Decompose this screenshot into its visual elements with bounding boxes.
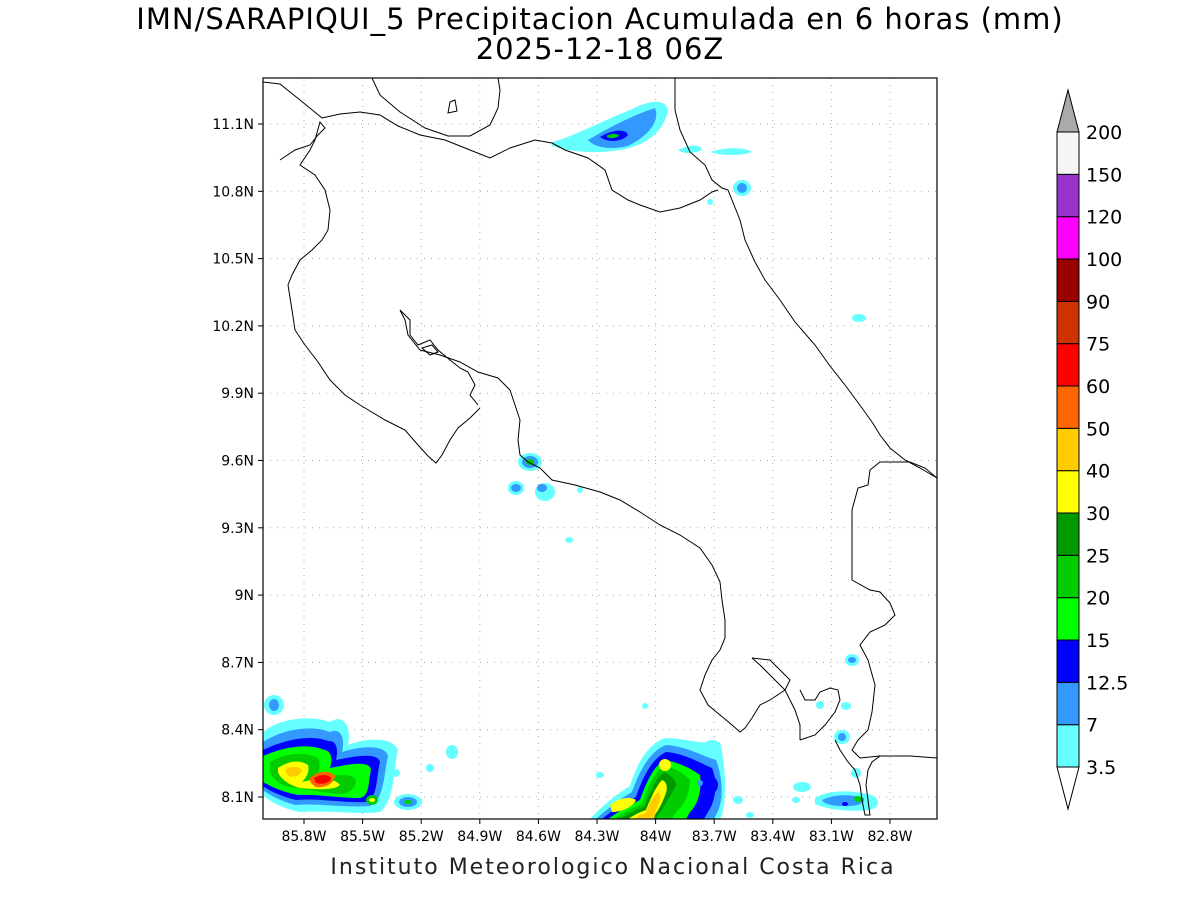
colorbar-swatch	[1056, 173, 1080, 218]
lake-nicaragua-coast	[371, 78, 501, 137]
colorbar-swatch	[1056, 258, 1080, 302]
footer-credit: Instituto Meteorologico Nacional Costa R…	[330, 855, 896, 880]
lon-tick-label: 84W	[640, 829, 672, 845]
colorbar-swatch	[1056, 597, 1080, 641]
lon-tick-label: 84.9W	[457, 829, 502, 845]
colorbar-legend: 3.5 7 12.5 15 20 25 30 40 50 60 75 90 100 120 150 200	[1056, 88, 1128, 811]
lon-tick-label: 82.8W	[867, 829, 912, 845]
colorbar-level-label: 25	[1086, 545, 1110, 567]
colorbar-swatch	[1056, 639, 1080, 683]
nicaragua-border	[263, 81, 719, 213]
colorbar-level-label: 15	[1086, 630, 1110, 652]
precip-cell-north	[552, 101, 866, 322]
lon-tick-label: 85.8W	[281, 829, 326, 845]
colorbar-level-label: 7	[1086, 715, 1098, 737]
colorbar-swatch	[1056, 300, 1080, 345]
lat-tick-label: 10.5N	[212, 252, 254, 268]
precip-field	[263, 101, 879, 819]
osa-peninsula	[751, 657, 801, 740]
map-grid	[263, 78, 937, 819]
colorbar-level-label: 120	[1086, 207, 1122, 229]
lon-tick-label: 83.4W	[750, 829, 795, 845]
colorbar-level-label: 40	[1086, 461, 1110, 483]
lat-tick-label: 8.1N	[221, 790, 254, 806]
precip-cell-southeast	[792, 654, 879, 811]
longitude-axis: 85.8W 85.5W 85.2W 84.9W 84.6W 84.3W 84W 83.7W 83…	[281, 819, 913, 845]
precip-cell-south-central	[590, 703, 754, 819]
lon-tick-label: 83.7W	[692, 829, 737, 845]
colorbar-swatch	[1056, 554, 1080, 599]
lat-tick-label: 8.7N	[221, 655, 254, 671]
colorbar-level-label: 12.5	[1086, 672, 1128, 694]
colorbar-level-label: 75	[1086, 334, 1110, 356]
colorbar-swatch	[1056, 131, 1080, 175]
colorbar-level-label: 90	[1086, 291, 1110, 313]
latitude-axis: 11.1N 10.8N 10.5N 10.2N 9.9N 9.6N 9.3N 9N 8.7N 8.…	[212, 117, 263, 806]
map-title: IMN/SARAPIQUI_5 Precipitacion Acumulada …	[136, 2, 1064, 36]
colorbar-level-label: 100	[1086, 249, 1122, 271]
colorbar-swatch	[1056, 216, 1080, 260]
burica	[834, 739, 881, 816]
colorbar-level-label: 50	[1086, 418, 1110, 440]
lat-tick-label: 9.3N	[221, 521, 254, 537]
pacific-coast-central	[399, 309, 791, 733]
lat-tick-label: 10.2N	[212, 319, 254, 335]
colorbar-level-label: 200	[1086, 122, 1122, 144]
colorbar-level-label: 3.5	[1086, 757, 1116, 779]
colorbar-swatch	[1056, 512, 1080, 556]
precip-cell-southwest	[263, 695, 458, 813]
colorbar-swatch	[1056, 681, 1080, 726]
map-subtitle-date: 2025-12-18 06Z	[475, 32, 725, 66]
colorbar-level-label: 30	[1086, 503, 1110, 525]
colorbar-over-arrow	[1056, 88, 1080, 133]
colorbar-swatch	[1056, 724, 1080, 768]
lat-tick-label: 11.1N	[212, 117, 254, 133]
colorbar-level-label: 60	[1086, 376, 1110, 398]
colorbar-swatch	[1056, 385, 1080, 429]
panama-border	[851, 461, 937, 759]
colorbar-swatch	[1056, 427, 1080, 472]
plot-frame	[262, 77, 938, 820]
gulf-nicoya	[399, 309, 479, 406]
lat-tick-label: 9.6N	[221, 454, 254, 470]
colorbar-under-arrow	[1056, 766, 1080, 811]
caribbean-coast	[674, 78, 937, 479]
lon-tick-label: 85.2W	[399, 829, 444, 845]
lon-tick-label: 84.6W	[516, 829, 561, 845]
colorbar-level-label: 20	[1086, 588, 1110, 610]
colorbar-level-label: 150	[1086, 164, 1122, 186]
precip-cell-central	[508, 453, 583, 543]
lat-tick-label: 8.4N	[221, 723, 254, 739]
coastlines	[263, 78, 937, 816]
pacific-coast-north	[279, 120, 481, 464]
lon-tick-label: 83.1W	[809, 829, 854, 845]
colorbar-swatch	[1056, 470, 1080, 514]
lat-tick-label: 9.9N	[221, 386, 254, 402]
golfo-dulce	[799, 687, 841, 741]
lon-tick-label: 84.3W	[574, 829, 619, 845]
lat-tick-label: 10.8N	[212, 184, 254, 200]
lat-tick-label: 9N	[235, 588, 254, 604]
lon-tick-label: 85.5W	[340, 829, 385, 845]
colorbar-swatch	[1056, 343, 1080, 387]
